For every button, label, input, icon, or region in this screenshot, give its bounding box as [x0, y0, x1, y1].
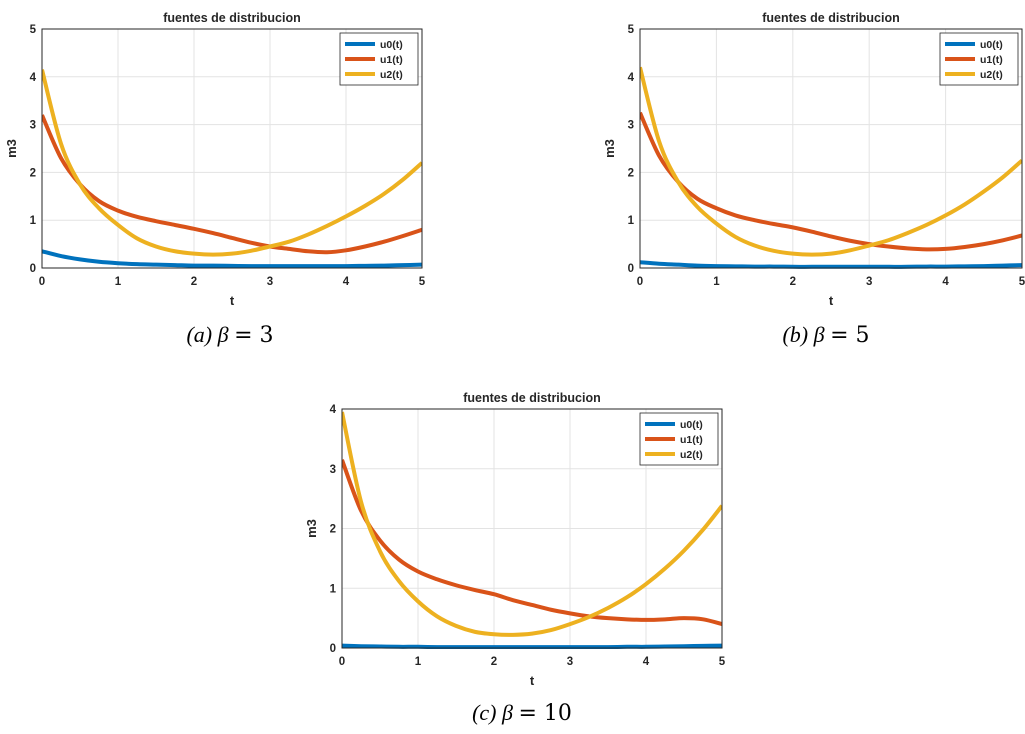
- axes-box-a: [41, 28, 423, 269]
- x-tick-label-a: 1: [115, 276, 122, 288]
- y-tick-label-c: 4: [330, 404, 337, 416]
- caption-a-value: = 3: [234, 323, 274, 348]
- y-tick-label-a: 4: [30, 72, 37, 84]
- legend-label-a: u0(t): [380, 39, 403, 51]
- y-axis-label-c: m3: [304, 519, 319, 538]
- caption-a-prefix: (a): [186, 322, 213, 347]
- y-tick-label-a: 5: [30, 24, 37, 36]
- chart-title-b: fuentes de distribucion: [762, 11, 900, 25]
- x-tick-label-b: 5: [1019, 276, 1025, 288]
- legend-label-a: u1(t): [380, 54, 403, 66]
- y-axis-label-b: m3: [602, 139, 617, 158]
- caption-c: (c) β = 10: [457, 700, 587, 726]
- legend-label-b: u1(t): [980, 54, 1003, 66]
- caption-b-prefix: (b): [782, 322, 809, 347]
- chart-b-svg: 0 1 2 3 4 5 0 1 2 3 4 5 fuentes de distribucion t m3 u0…: [602, 11, 1025, 308]
- caption-c-value: = 10: [518, 701, 572, 726]
- x-tick-label-c: 5: [719, 656, 726, 668]
- y-tick-label-b: 0: [628, 263, 634, 275]
- legend-a: u0(t) u1(t) u2(t): [339, 32, 419, 86]
- x-tick-label-c: 3: [567, 656, 573, 668]
- y-tick-label-a: 0: [30, 263, 36, 275]
- x-axis-label-b: t: [829, 293, 834, 308]
- caption-b: (b) β = 5: [761, 322, 891, 348]
- series-line-u2t-b: [640, 66, 1022, 257]
- x-tick-label-b: 4: [942, 276, 949, 288]
- legend-b: u0(t) u1(t) u2(t): [939, 32, 1019, 86]
- chart-title-a: fuentes de distribucion: [163, 11, 301, 25]
- legend-label-c: u0(t): [680, 419, 703, 431]
- series-line-u0t-b: [640, 260, 1022, 269]
- x-tick-label-c: 2: [491, 656, 497, 668]
- caption-b-symbol: β: [813, 322, 825, 347]
- legend-c: u0(t) u1(t) u2(t): [639, 412, 719, 466]
- legend-label-b: u0(t): [980, 39, 1003, 51]
- y-tick-label-b: 1: [628, 215, 635, 227]
- x-tick-label-c: 1: [415, 656, 422, 668]
- chart-panel-b: 0 1 2 3 4 5 0 1 2 3 4 5 fuentes de distribucion t m3 u0…: [598, 0, 1025, 360]
- series-line-u2t-a: [42, 69, 422, 257]
- x-tick-label-a: 3: [267, 276, 273, 288]
- x-tick-label-b: 1: [713, 276, 720, 288]
- y-tick-label-a: 1: [30, 215, 37, 227]
- y-tick-label-c: 2: [330, 524, 336, 536]
- y-axis-label-a: m3: [4, 139, 19, 158]
- caption-c-symbol: β: [502, 700, 513, 725]
- chart-panel-c: 0 1 2 3 4 5 0 1 2 3 4 fuentes de distribucion t m3 u0(…: [295, 380, 735, 734]
- x-tick-label-b: 3: [866, 276, 872, 288]
- x-tick-label-a: 2: [191, 276, 197, 288]
- y-tick-label-c: 0: [330, 643, 336, 655]
- x-tick-label-a: 5: [419, 276, 426, 288]
- y-tick-label-a: 2: [30, 167, 36, 179]
- caption-a-symbol: β: [217, 322, 229, 347]
- caption-c-prefix: (c): [472, 700, 497, 725]
- y-tick-label-a: 3: [30, 120, 36, 132]
- legend-label-a: u2(t): [380, 69, 403, 81]
- series-line-u0t-c: [342, 643, 722, 649]
- legend-label-c: u1(t): [680, 434, 703, 446]
- x-tick-label-b: 2: [790, 276, 796, 288]
- y-tick-label-b: 3: [628, 120, 634, 132]
- legend-label-b: u2(t): [980, 69, 1003, 81]
- chart-c-svg: 0 1 2 3 4 5 0 1 2 3 4 fuentes de distribucion t m3 u0(…: [304, 391, 726, 688]
- series-line-u1t-b: [640, 111, 1022, 252]
- axes-box-c: [341, 408, 723, 649]
- y-tick-label-b: 5: [628, 24, 635, 36]
- x-tick-label-c: 4: [643, 656, 650, 668]
- y-tick-label-c: 1: [330, 583, 337, 595]
- y-tick-label-b: 2: [628, 167, 634, 179]
- x-tick-label-a: 0: [39, 276, 45, 288]
- x-tick-label-b: 0: [637, 276, 643, 288]
- series-line-u1t-a: [42, 114, 422, 255]
- chart-a-svg: 0 1 2 3 4 5 0 1 2 3 4 5 fuentes de distribucion t m3 u0…: [4, 11, 426, 308]
- axes-box-b: [639, 28, 1023, 269]
- series-line-u2t-c: [342, 411, 722, 637]
- caption-a: (a) β = 3: [165, 322, 295, 348]
- caption-b-value: = 5: [830, 323, 870, 348]
- x-tick-label-a: 4: [343, 276, 350, 288]
- x-axis-label-c: t: [530, 673, 535, 688]
- legend-label-c: u2(t): [680, 449, 703, 461]
- series-line-u1t-c: [342, 459, 722, 627]
- chart-title-c: fuentes de distribucion: [463, 391, 601, 405]
- series-line-u0t-a: [42, 249, 422, 269]
- x-axis-label-a: t: [230, 293, 235, 308]
- y-tick-label-b: 4: [628, 72, 635, 84]
- y-tick-label-c: 3: [330, 464, 336, 476]
- chart-panel-a: 0 1 2 3 4 5 0 1 2 3 4 5 fuentes de distribucion t m3 u0…: [0, 0, 460, 360]
- x-tick-label-c: 0: [339, 656, 345, 668]
